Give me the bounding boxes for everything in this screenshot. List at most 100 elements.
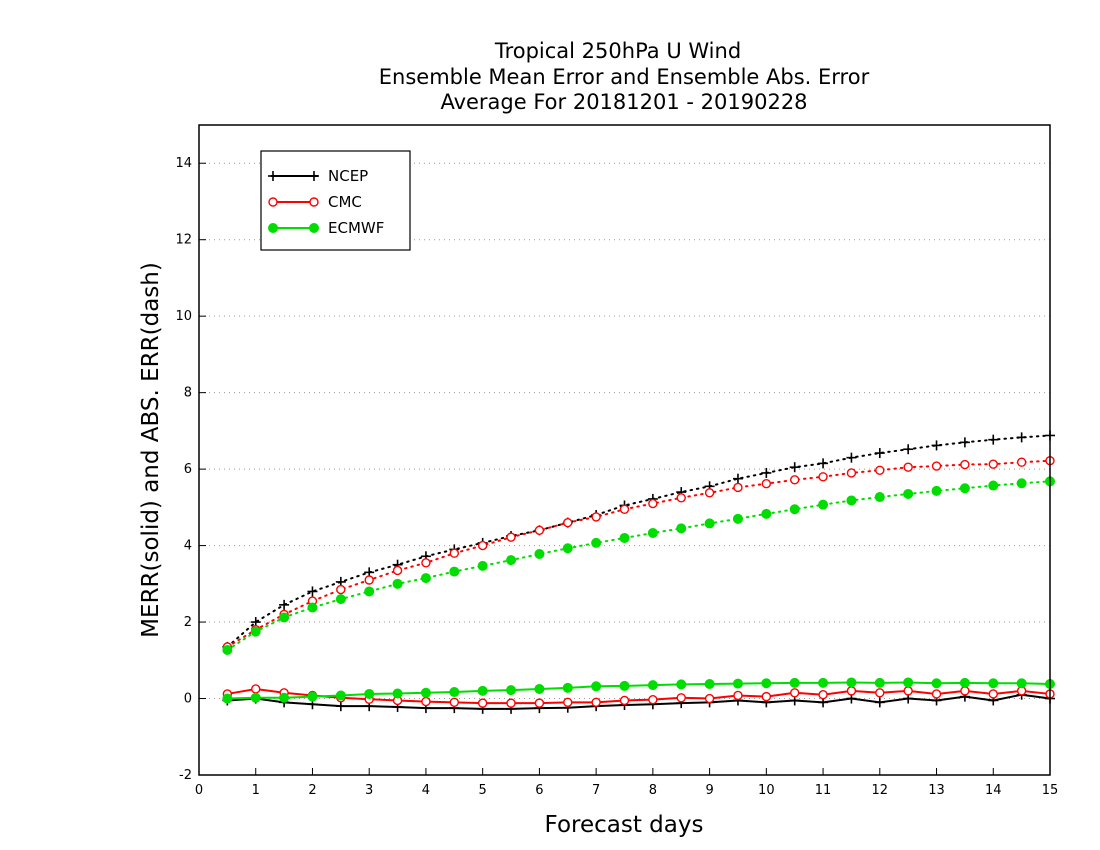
cmc-mean-error-point <box>988 689 998 699</box>
legend-marker-ecmwf <box>309 223 319 233</box>
ecmwf-mean-error-point <box>307 691 318 702</box>
x-tick-label: 5 <box>479 783 487 798</box>
cmc-mean-error-point <box>534 698 545 708</box>
cmc-abs-error-point <box>619 504 630 514</box>
cmc-mean-error-point <box>648 694 658 705</box>
series-ecmwf <box>222 476 1055 704</box>
cmc-mean-error-point <box>818 690 828 700</box>
legend-marker-ecmwf <box>268 223 278 233</box>
y-tick-label: 6 <box>184 462 192 477</box>
cmc-abs-error-point <box>875 465 885 475</box>
x-tick-label: 15 <box>1042 783 1059 798</box>
ecmwf-abs-error-point <box>562 543 573 554</box>
y-tick-label: 4 <box>184 539 192 554</box>
ecmwf-mean-error-point <box>477 685 488 696</box>
ecmwf-abs-error-point <box>364 586 375 597</box>
ecmwf-mean-error-point <box>959 677 970 688</box>
ncep-abs-error-point <box>988 434 999 445</box>
ecmwf-abs-error-point <box>647 527 658 538</box>
ecmwf-mean-error-point <box>846 677 857 688</box>
title-line-3: Average For 20181201 - 20190228 <box>440 90 807 114</box>
ecmwf-abs-error-point <box>619 532 630 543</box>
x-tick-label: 11 <box>815 783 832 798</box>
ncep-abs-error-point <box>846 452 857 463</box>
series-layer <box>222 430 1055 714</box>
ncep-abs-error-point <box>761 467 772 478</box>
ecmwf-abs-error-point <box>761 508 772 519</box>
ecmwf-abs-error-point <box>307 602 318 613</box>
cmc-abs-error-point <box>563 517 573 528</box>
ncep-abs-error-point <box>279 599 290 610</box>
ecmwf-abs-error-point <box>477 560 488 571</box>
ecmwf-mean-error-point <box>335 690 346 701</box>
x-tick-label: 13 <box>928 783 945 798</box>
legend: NCEP CMC ECMWF <box>260 150 411 251</box>
ecmwf-abs-error-point <box>988 480 999 491</box>
y-tick-label: 12 <box>175 233 192 248</box>
ecmwf-abs-error-point <box>279 612 290 623</box>
cmc-mean-error-point <box>960 686 970 696</box>
cmc-mean-error-line <box>227 687 1051 705</box>
cmc-mean-error-point <box>846 686 857 696</box>
ncep-abs-error-point <box>307 586 318 597</box>
ecmwf-mean-error-point <box>676 679 687 690</box>
ecmwf-abs-error-point <box>931 485 942 496</box>
legend-marker-cmc <box>268 197 278 207</box>
ncep-mean-error-line <box>227 693 1051 710</box>
ecmwf-abs-error-point <box>1016 478 1027 489</box>
cmc-abs-error-line <box>226 459 1051 648</box>
ecmwf-abs-error-point <box>335 594 346 605</box>
x-tick-label: 4 <box>422 783 430 798</box>
cmc-abs-error-point <box>648 498 658 509</box>
cmc-abs-error-point <box>790 475 800 485</box>
legend-marker-ncep <box>309 171 319 181</box>
cmc-mean-error-point <box>449 697 459 708</box>
y-tick-label: 2 <box>184 615 192 630</box>
x-tick-label: 8 <box>649 783 657 798</box>
cmc-mean-error-point <box>790 688 800 698</box>
chart-title: Tropical 250hPa U Wind Ensemble Mean Err… <box>379 39 870 114</box>
ecmwf-mean-error-point <box>732 678 743 689</box>
legend-marker-cmc <box>309 197 319 207</box>
cmc-abs-error-point <box>931 461 942 471</box>
cmc-abs-error-point <box>846 468 857 478</box>
y-tick-label: -2 <box>179 768 192 783</box>
ncep-abs-error-point <box>903 444 914 455</box>
ecmwf-abs-error-point <box>903 488 914 499</box>
x-tick-label: 14 <box>985 783 1002 798</box>
cmc-abs-error-point <box>449 548 459 558</box>
ncep-abs-error-point <box>874 448 885 459</box>
ecmwf-abs-error-point <box>420 573 431 584</box>
ecmwf-abs-error-point <box>591 537 602 548</box>
x-tick-label: 0 <box>195 783 203 798</box>
x-tick-label: 1 <box>252 783 260 798</box>
cmc-abs-error-point <box>364 575 374 585</box>
cmc-mean-error-point <box>761 691 772 702</box>
ecmwf-abs-error-point <box>222 644 233 655</box>
ecmwf-mean-error-point <box>279 692 290 703</box>
cmc-abs-error-point <box>1016 457 1027 467</box>
legend-marker-ncep <box>268 171 278 181</box>
y-tick-label: 14 <box>175 156 192 171</box>
ncep-abs-error-point <box>931 440 942 451</box>
ecmwf-mean-error-point <box>364 688 375 699</box>
ecmwf-mean-error-point <box>449 687 460 698</box>
cmc-abs-error-point <box>336 584 346 595</box>
ecmwf-mean-error-point <box>647 680 658 691</box>
legend-label-ecmwf: ECMWF <box>328 219 384 237</box>
ecmwf-abs-error-point <box>959 483 970 494</box>
cmc-mean-error-point <box>477 698 488 708</box>
ecmwf-mean-error-point <box>420 687 431 698</box>
x-tick-label: 10 <box>758 783 775 798</box>
ecmwf-abs-error-point <box>704 518 715 529</box>
y-tick-label: 10 <box>175 309 192 324</box>
ecmwf-mean-error-point <box>789 677 800 688</box>
ncep-mean-error-point <box>874 697 885 708</box>
ecmwf-abs-error-point <box>874 492 885 503</box>
cmc-mean-error-point <box>733 690 743 701</box>
ecmwf-abs-error-point <box>676 523 687 534</box>
ecmwf-mean-error-point <box>903 677 914 688</box>
legend-item-cmc: CMC <box>268 193 362 211</box>
cmc-abs-error-point <box>477 540 488 551</box>
